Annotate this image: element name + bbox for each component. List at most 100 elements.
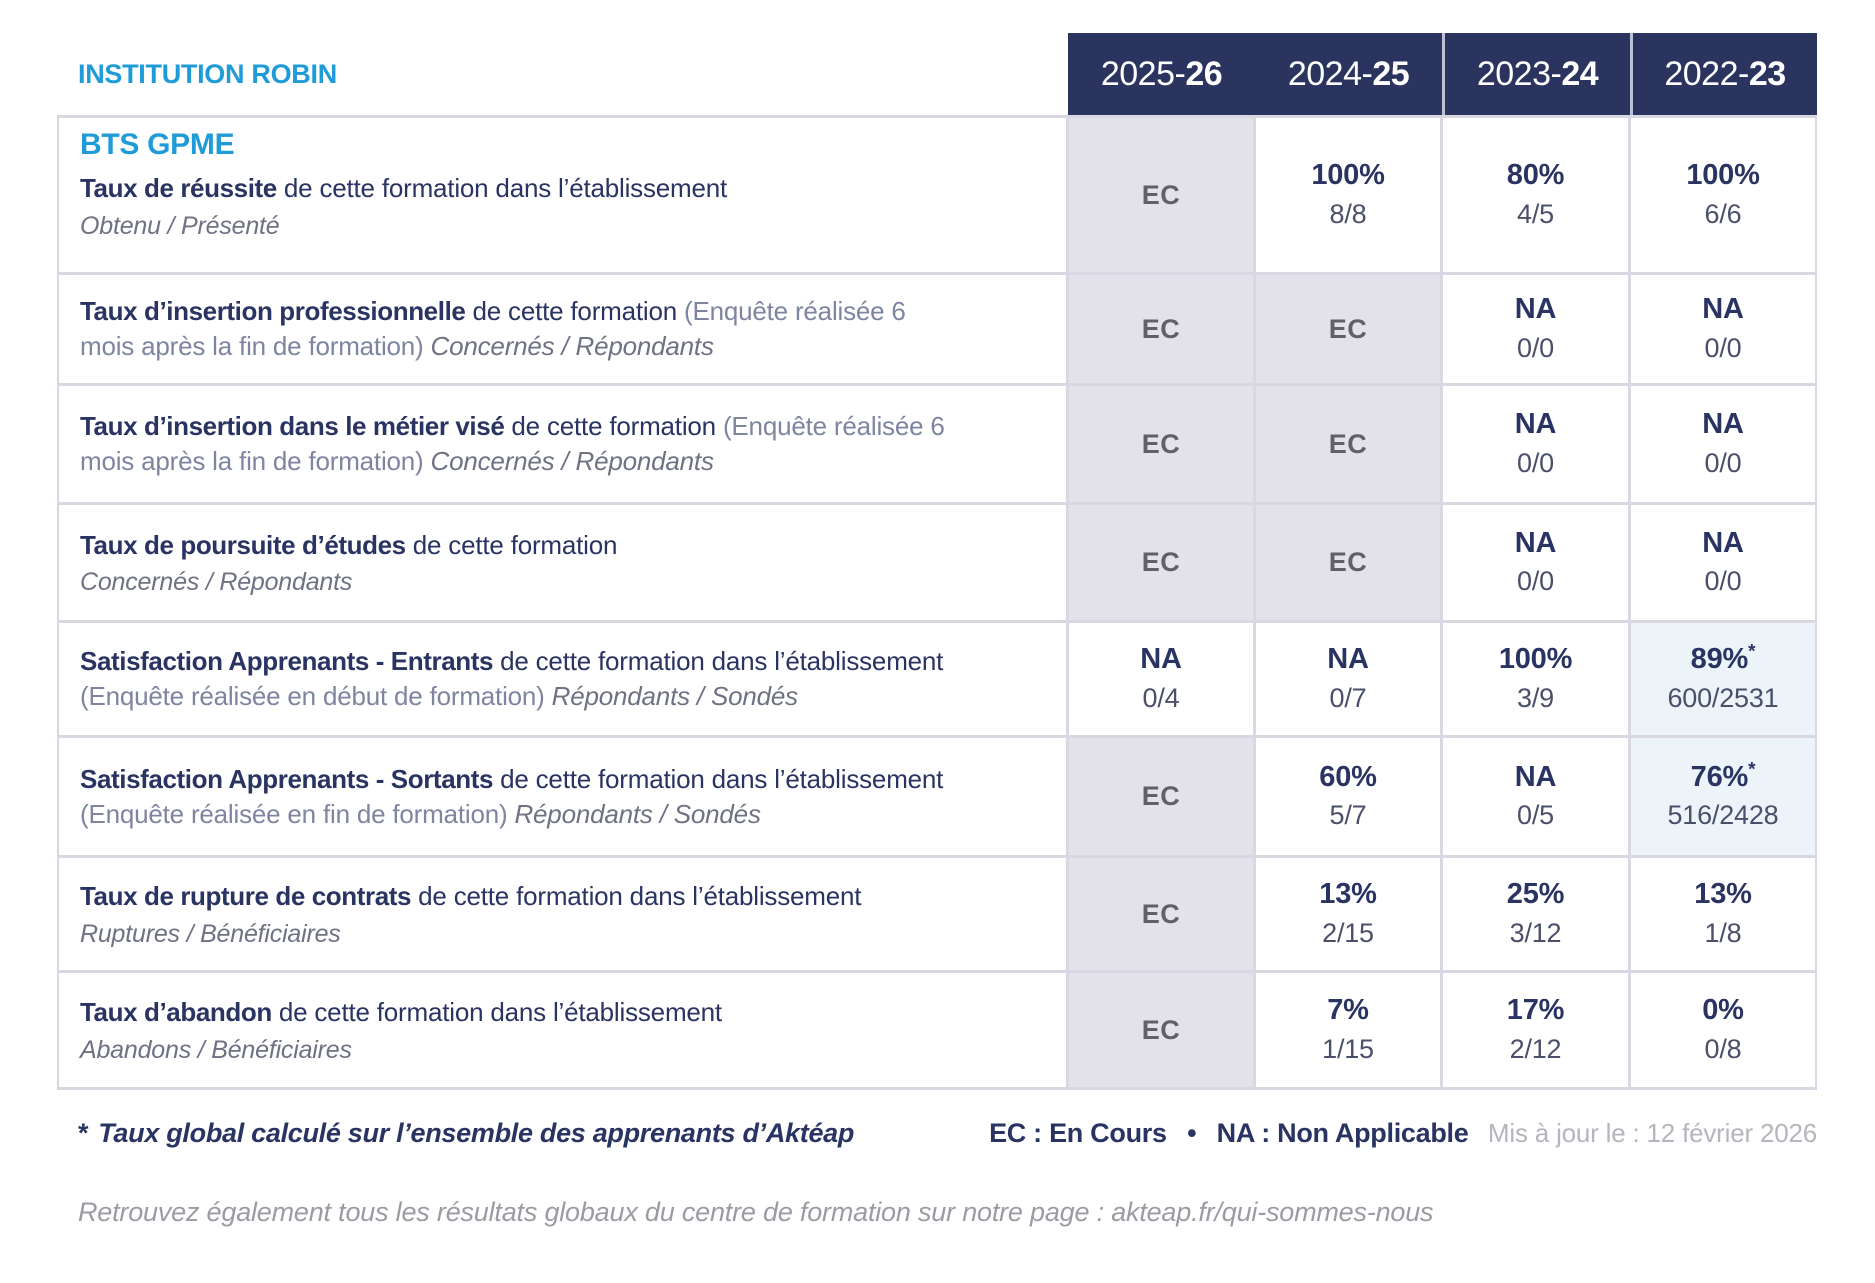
row-title: Satisfaction Apprenants - Entrants de ce… (80, 644, 956, 713)
value-cell: NA 0/4 (1066, 623, 1253, 735)
row-subtitle: Concernés / Répondants (80, 568, 353, 597)
in-progress-value: EC (1141, 179, 1181, 210)
fraction-value: 0/0 (1517, 566, 1554, 597)
fraction-value: 6/6 (1704, 198, 1742, 229)
label-segment: Concernés / Répondants (430, 331, 714, 361)
row-label: Taux de poursuite d’études de cette form… (59, 505, 1066, 620)
value-cell: NA 0/0 (1628, 275, 1815, 383)
percentage-value: 60% (1319, 760, 1377, 793)
value-cell: 89%* 600/2531 (1628, 623, 1815, 735)
row-label: Satisfaction Apprenants - Sortants de ce… (59, 738, 1066, 855)
row-title: Taux d’insertion dans le métier visé de … (80, 409, 956, 478)
row-subtitle: Ruptures / Bénéficiaires (80, 919, 341, 948)
value-cell: NA 0/0 (1440, 505, 1628, 620)
year-suffix: 23 (1748, 54, 1786, 93)
in-progress-value: EC (1328, 547, 1368, 577)
label-segment: de cette formation dans l’établissement (411, 881, 862, 912)
percentage-value: 100% (1311, 159, 1385, 192)
label-segment: Taux d’insertion dans le métier visé (80, 411, 505, 442)
label-segment: de cette formation dans l’établissement (493, 763, 944, 794)
label-segment: Satisfaction Apprenants - Sortants (80, 763, 494, 794)
fraction-value: 0/4 (1142, 682, 1180, 713)
in-progress-value: EC (1141, 781, 1181, 811)
value-cell: 17% 2/12 (1440, 973, 1628, 1087)
percentage-value: 80% (1506, 159, 1565, 192)
in-progress-value: EC (1141, 547, 1181, 577)
percentage-value: NA (1327, 643, 1369, 676)
value-cell: 25% 3/12 (1440, 858, 1628, 970)
percentage-value: 100% (1686, 159, 1760, 192)
label-segment: Satisfaction Apprenants - Entrants (80, 646, 494, 677)
percentage-value: 89%* (1690, 641, 1756, 676)
institution-name: INSTITUTION ROBIN (78, 58, 337, 89)
label-segment: (Enquête réalisée 6 mois après la fin de… (80, 296, 906, 361)
table-row: Satisfaction Apprenants - Entrants de ce… (59, 620, 1815, 735)
program-title: BTS GPME (80, 128, 235, 161)
label-segment: de cette formation dans l’établissement (276, 173, 728, 203)
table-header: INSTITUTION ROBIN 2025- 26 2024- 25 2023- 2… (57, 33, 1817, 115)
year-header-2025-26: 2025- 26 (1068, 33, 1255, 115)
fraction-value: 2/15 (1322, 917, 1374, 948)
label-segment: de cette formation (465, 296, 685, 327)
value-cell: 100% 8/8 (1253, 118, 1440, 272)
label-segment: Taux de poursuite d’études (80, 529, 406, 560)
value-cell: EC (1253, 275, 1440, 383)
percentage-value: 100% (1498, 643, 1573, 676)
in-progress-value: EC (1328, 428, 1368, 459)
value-cell: 60% 5/7 (1253, 738, 1440, 855)
label-segment: de cette formation dans l’établissement (493, 646, 944, 677)
results-sheet: INSTITUTION ROBIN 2025- 26 2024- 25 2023- 2… (0, 33, 1875, 1283)
in-progress-value: EC (1141, 428, 1181, 459)
footnote: * Taux global calculé sur l’ensemble des … (78, 1118, 854, 1149)
value-cell: NA 0/0 (1440, 275, 1628, 383)
fraction-value: 0/7 (1329, 682, 1367, 713)
year-header-2023-24: 2023- 24 (1442, 33, 1630, 115)
table-rows: BTS GPME Taux de réussite de cette format… (57, 115, 1817, 1090)
table-row: Satisfaction Apprenants - Sortants de ce… (59, 735, 1815, 855)
percentage-value: 76%* (1690, 758, 1756, 793)
percentage-value: 13% (1319, 878, 1377, 911)
fraction-value: 600/2531 (1667, 682, 1779, 713)
value-cell: EC (1066, 386, 1253, 502)
label-segment: de cette formation dans l’établissement (271, 997, 722, 1028)
percentage-value: NA (1514, 408, 1557, 441)
row-title: Taux de rupture de contrats de cette for… (80, 879, 956, 914)
percentage-value: NA (1702, 293, 1744, 326)
year-header-2024-25: 2024- 25 (1255, 33, 1442, 115)
fraction-value: 0/8 (1704, 1033, 1742, 1064)
percentage-value: 0% (1702, 994, 1744, 1027)
value-cell: 7% 1/15 (1253, 973, 1440, 1087)
value-cell: EC (1066, 275, 1253, 383)
row-label: Taux de rupture de contrats de cette for… (59, 858, 1066, 970)
percentage-value: NA (1514, 760, 1557, 793)
fraction-value: 4/5 (1517, 198, 1554, 229)
percentage-value: NA (1514, 293, 1557, 326)
percentage-value: 17% (1506, 994, 1565, 1027)
percentage-value: 7% (1327, 994, 1369, 1027)
row-subtitle: Obtenu / Présenté (80, 211, 280, 240)
table-row: Taux de poursuite d’études de cette form… (59, 502, 1815, 620)
asterisk-mark: * (78, 1118, 89, 1148)
value-cell: NA 0/0 (1628, 386, 1815, 502)
asterisk-mark: * (1748, 758, 1756, 780)
fraction-value: 0/0 (1704, 332, 1742, 363)
fraction-value: 0/0 (1704, 566, 1742, 597)
value-cell: EC (1066, 118, 1253, 272)
institution-cell: INSTITUTION ROBIN (57, 33, 1068, 115)
percentage-value: 25% (1506, 878, 1565, 911)
row-title: Taux d’insertion professionnelle de cett… (80, 294, 956, 363)
fraction-value: 8/8 (1329, 198, 1367, 229)
row-label: Satisfaction Apprenants - Entrants de ce… (59, 623, 1066, 735)
value-cell: 100% 3/9 (1440, 623, 1628, 735)
fraction-value: 0/0 (1517, 447, 1554, 478)
footnote-text: Taux global calculé sur l’ensemble des a… (98, 1118, 855, 1148)
row-subtitle: Abandons / Bénéficiaires (80, 1035, 352, 1064)
row-title: Taux de réussite de cette formation dans… (80, 171, 956, 206)
percentage-value: 13% (1694, 878, 1752, 911)
in-progress-value: EC (1141, 898, 1181, 929)
in-progress-value: EC (1328, 313, 1368, 344)
fraction-value: 3/12 (1509, 917, 1562, 948)
label-segment: (Enquête réalisée en début de formation) (80, 681, 552, 711)
value-cell: 13% 1/8 (1628, 858, 1815, 970)
footer-line: * Taux global calculé sur l’ensemble des … (57, 1118, 1817, 1149)
